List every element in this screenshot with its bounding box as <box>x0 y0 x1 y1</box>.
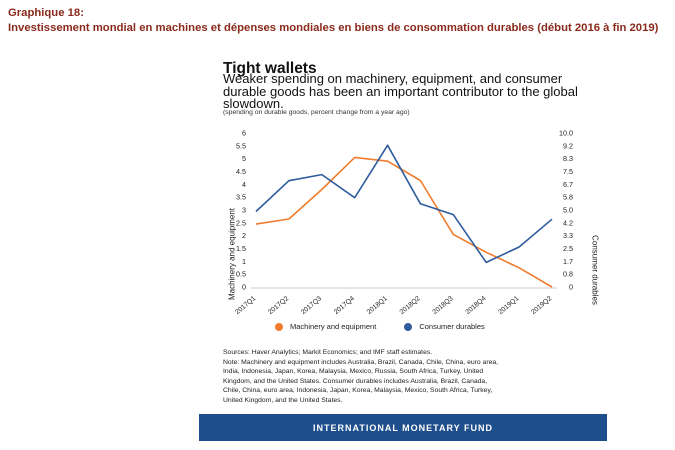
y-left-tick-label: 0.5 <box>236 270 246 279</box>
x-tick-label: 2018Q4 <box>464 295 487 316</box>
y-left-tick-label: 1.5 <box>236 244 246 253</box>
x-tick-label: 2017Q2 <box>267 295 290 316</box>
note-line: India, Indonesia, Japan, Korea, Malaysia… <box>223 368 484 376</box>
y-left-tick-label: 0 <box>242 283 246 292</box>
x-tick-label: 2019Q2 <box>530 295 553 316</box>
y-right-tick-label: 0.8 <box>563 270 573 279</box>
x-tick-label: 2017Q1 <box>234 295 257 316</box>
line-chart: 0 0.5 1 1.5 2 2.5 3 3.5 4 4.5 5 5.5 6 0 0.8 1.7 2.5 3.3 4.… <box>234 129 573 317</box>
y-left-tick-label: 4 <box>242 180 246 189</box>
y-left-tick-label: 6 <box>242 129 246 138</box>
imf-footer-banner: INTERNATIONAL MONETARY FUND <box>199 414 607 441</box>
y-right-tick-label: 5.0 <box>563 206 573 215</box>
y-right-tick-label: 6.7 <box>563 180 573 189</box>
y-right-tick-label: 2.5 <box>563 244 573 253</box>
y-right-tick-label: 7.5 <box>563 167 573 176</box>
chart-card: Tight wallets Weaker spending on machine… <box>199 58 607 443</box>
note-line: Chile, China, euro area, Indonesia, Japa… <box>223 387 493 395</box>
x-tick-label: 2017Q3 <box>300 295 323 316</box>
note-line: Kingdom, and the United States. Consumer… <box>223 377 488 385</box>
note-line: Note: Machinery and equipment includes A… <box>223 358 499 366</box>
legend-label-consumer: Consumer durables <box>419 322 485 331</box>
legend-item-machinery: Machinery and equipment <box>275 322 376 331</box>
legend-label-machinery: Machinery and equipment <box>290 322 377 331</box>
chart-title: Tight wallets <box>223 60 317 77</box>
caption-text: Investissement mondial en machines et dé… <box>8 22 659 34</box>
figure-caption: Graphique 18: Investissement mondial en … <box>8 6 658 36</box>
caption-label: Graphique 18: <box>8 7 84 19</box>
chart-legend: Machinery and equipment Consumer durable… <box>275 322 485 331</box>
y-right-tick-label: 9.2 <box>563 141 573 150</box>
y-right-tick-label: 5.8 <box>563 193 573 202</box>
y-left-tick-label: 4.5 <box>236 167 246 176</box>
y-right-tick-label: 8.3 <box>563 154 573 163</box>
x-tick-label: 2018Q3 <box>432 295 455 316</box>
source-notes: Sources: Haver Analytics; Markit Economi… <box>223 348 598 406</box>
chart-subtitle: Weaker spending on machinery, equipment,… <box>223 71 578 111</box>
y-left-tick-label: 1 <box>242 257 246 266</box>
y-right-tick-label: 1.7 <box>563 257 573 266</box>
note-line: Sources: Haver Analytics; Markit Economi… <box>223 349 433 356</box>
legend-item-consumer: Consumer durables <box>404 322 485 331</box>
x-tick-label: 2019Q1 <box>497 295 520 316</box>
y-right-tick-label: 3.3 <box>563 231 573 240</box>
y-left-tick-label: 5 <box>242 154 246 163</box>
x-tick-label: 2018Q2 <box>399 295 422 316</box>
note-line: United Kingdom, and the United States. <box>223 396 343 404</box>
consumer-series-line <box>255 144 553 264</box>
y-left-tick-label: 2 <box>242 231 246 240</box>
legend-swatch-consumer <box>404 322 413 331</box>
legend-swatch-machinery <box>275 322 283 331</box>
machinery-series-line <box>255 156 553 288</box>
y-right-tick-label: 0 <box>569 283 573 292</box>
y-right-tick-label: 4.2 <box>563 218 573 227</box>
x-tick-label: 2018Q1 <box>366 295 389 316</box>
x-tick-label: 2017Q4 <box>333 295 356 316</box>
y-left-tick-label: 3 <box>242 206 246 215</box>
y-left-tick-label: 2.5 <box>236 218 246 227</box>
y-left-tick-label: 3.5 <box>236 193 246 202</box>
y-right-tick-label: 10.0 <box>559 129 573 138</box>
y-left-tick-label: 5.5 <box>236 141 246 150</box>
unit-note: (spending on durable goods, percent chan… <box>223 109 410 116</box>
